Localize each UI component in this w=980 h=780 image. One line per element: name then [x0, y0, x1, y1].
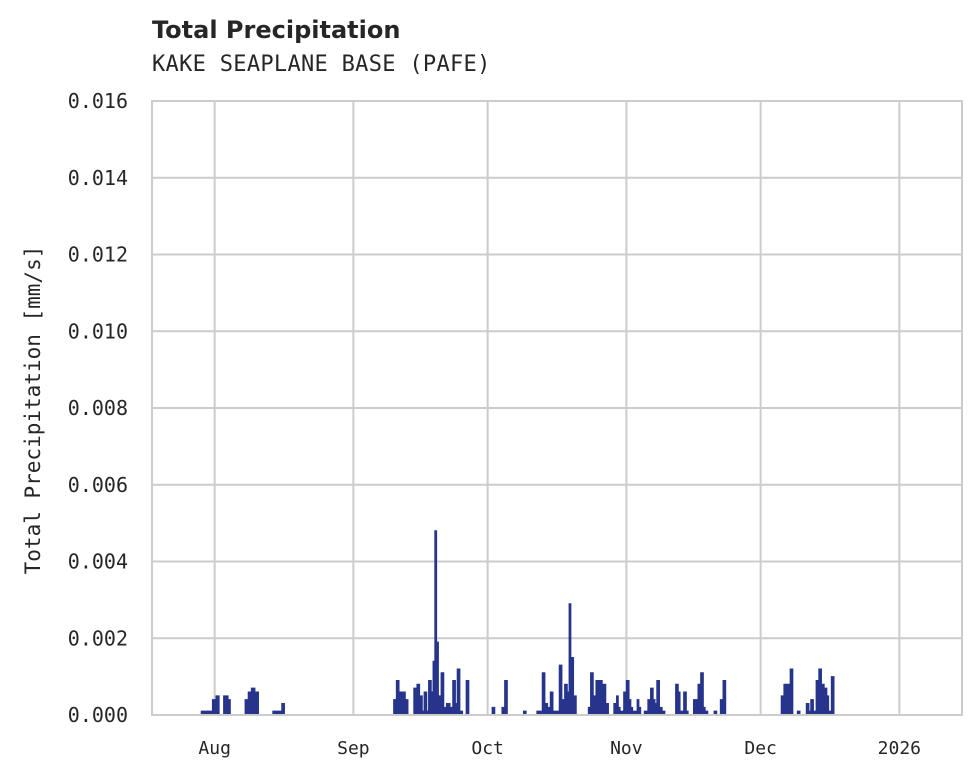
y-tick-label: 0.016: [68, 89, 128, 113]
chart-subtitle: KAKE SEAPLANE BASE (PAFE): [152, 52, 491, 77]
y-axis-ticks: 0.000 0.002 0.004 0.006 0.008 0.010 0.012 0.014…: [68, 89, 128, 727]
y-tick-label: 0.008: [68, 396, 128, 420]
y-tick-label: 0.002: [68, 626, 128, 650]
x-tick-label: Sep: [337, 738, 370, 759]
plot-frame: [151, 100, 963, 716]
grid-lines: [152, 100, 962, 716]
y-tick-label: 0.010: [68, 319, 128, 343]
y-tick-label: 0.012: [68, 243, 128, 267]
y-tick-label: 0.014: [68, 166, 128, 190]
x-tick-label: Dec: [744, 738, 777, 759]
y-tick-label: 0.000: [68, 703, 128, 727]
precipitation-series: [200, 530, 962, 716]
x-axis-ticks: Aug Sep Oct Nov Dec 2026: [198, 738, 921, 759]
x-tick-label: Aug: [198, 738, 231, 759]
chart-title: Total Precipitation: [152, 16, 401, 44]
x-tick-label: Oct: [471, 738, 504, 759]
x-tick-label: Nov: [610, 738, 643, 759]
y-tick-label: 0.006: [68, 473, 128, 497]
y-axis-label: Total Precipitation [mm/s]: [21, 246, 45, 575]
y-tick-label: 0.004: [68, 550, 128, 574]
x-tick-label: 2026: [878, 738, 921, 759]
